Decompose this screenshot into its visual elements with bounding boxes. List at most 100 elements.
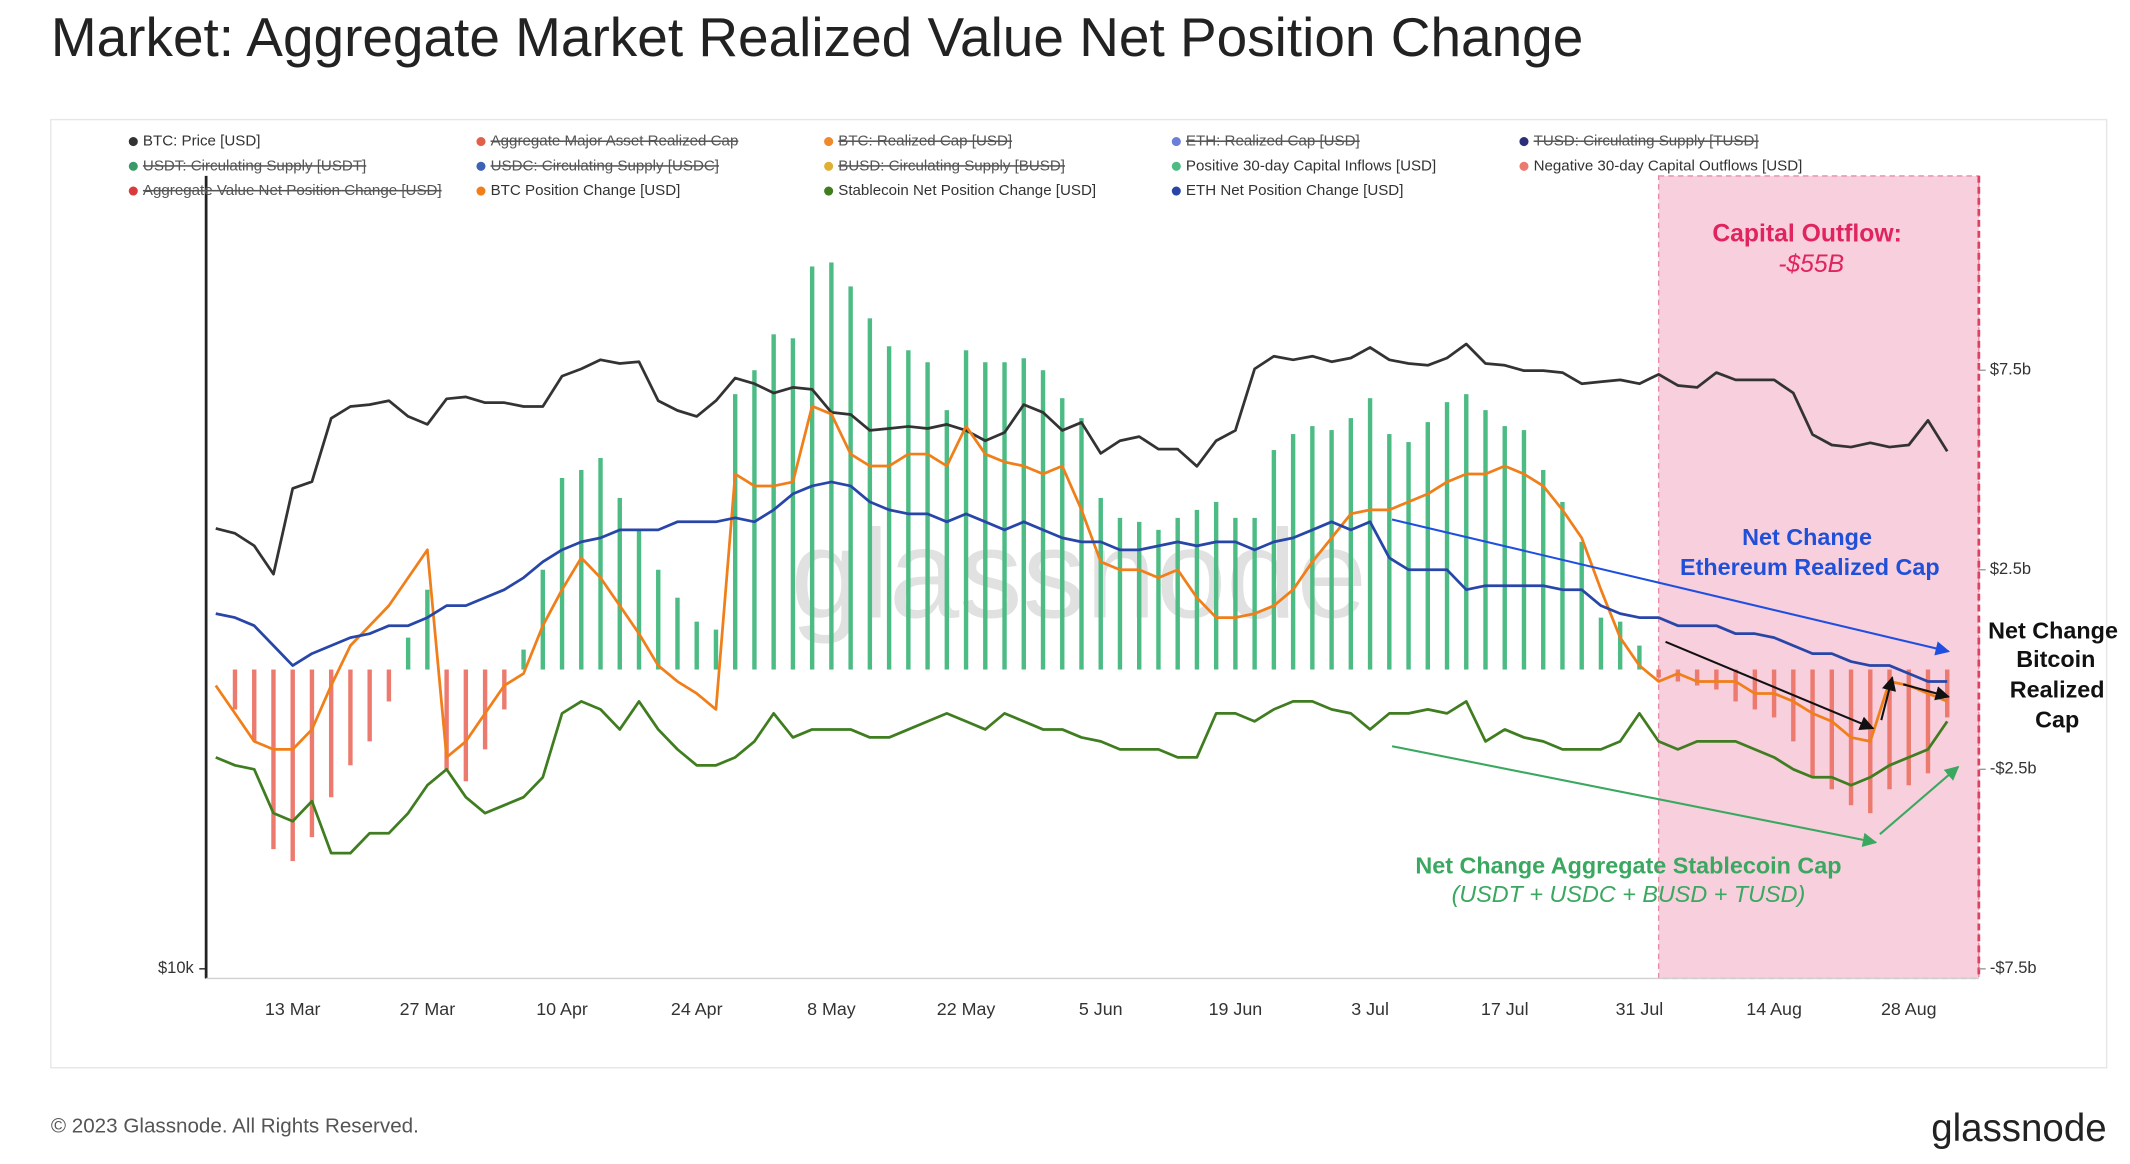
- bar: [1310, 426, 1315, 670]
- legend-label: ETH Net Position Change [USD]: [1186, 182, 1404, 199]
- bar: [290, 669, 295, 862]
- legend-label: BTC: Realized Cap [USD]: [838, 133, 1012, 150]
- bar: [1271, 450, 1277, 670]
- y-tick-label: $10k: [158, 959, 195, 977]
- marks: $10k $7.5b $2.5b -$2.5b -$7.5b 13 Mar 27 Mar 10…: [158, 262, 2037, 1019]
- bar: [1444, 402, 1450, 670]
- legend-label: BUSD: Circulating Supply [BUSD]: [838, 157, 1065, 174]
- arrow: [1880, 676, 1897, 721]
- bar: [963, 350, 969, 670]
- bar: [1810, 669, 1815, 778]
- legend-swatch: [824, 161, 834, 171]
- bar: [1137, 521, 1142, 670]
- bar: [1714, 669, 1719, 690]
- bar: [1656, 669, 1661, 678]
- bar: [1252, 517, 1257, 670]
- bar: [675, 597, 680, 670]
- bar: [1348, 418, 1354, 670]
- bar: [1060, 398, 1065, 670]
- bar: [790, 338, 796, 670]
- arrow: [1902, 683, 1950, 701]
- bar: [1887, 669, 1892, 790]
- x-tick-label: 10 Apr: [536, 999, 588, 1019]
- legend-swatch: [1519, 137, 1529, 147]
- bar: [271, 669, 276, 850]
- legend-swatch: [1171, 186, 1181, 196]
- bar: [752, 370, 757, 670]
- bar: [1098, 497, 1103, 670]
- annotation: Realized: [2010, 676, 2105, 702]
- bar: [482, 669, 488, 750]
- annotation: (USDT + USDC + BUSD + TUSD): [1452, 881, 1806, 907]
- bar: [1541, 469, 1546, 670]
- bar: [636, 529, 642, 670]
- bar: [1464, 394, 1469, 670]
- legend-label: Aggregate Major Asset Realized Cap: [491, 133, 739, 150]
- bar: [713, 629, 719, 670]
- bar: [1598, 617, 1604, 670]
- y2-tick-label: -$2.5b: [1990, 760, 2037, 778]
- arrow: [1391, 745, 1878, 847]
- bar: [1156, 529, 1161, 670]
- bar: [386, 669, 392, 702]
- legend-swatch: [476, 186, 486, 196]
- chart-frame: [50, 118, 2108, 1069]
- bar: [444, 669, 449, 770]
- bar: [598, 458, 603, 670]
- annotation: Net Change: [1742, 524, 1872, 550]
- y2-tick-label: $7.5b: [1990, 361, 2031, 379]
- bar: [309, 669, 315, 838]
- x-tick-label: 27 Mar: [400, 999, 456, 1019]
- annotation: Net Change: [1988, 617, 2118, 643]
- bar: [1925, 669, 1931, 774]
- bar: [1733, 669, 1738, 702]
- legend-swatch: [1519, 161, 1529, 171]
- bar: [502, 669, 507, 710]
- footer: © 2023 Glassnode. All Rights Reserved.: [51, 1114, 419, 1137]
- x-tick-label: 31 Jul: [1616, 999, 1664, 1019]
- bar: [886, 346, 892, 670]
- bar: [1194, 509, 1200, 670]
- bar: [694, 621, 699, 670]
- bar: [1752, 669, 1758, 710]
- legend-label: Stablecoin Net Position Change [USD]: [838, 182, 1096, 199]
- legend-swatch: [824, 137, 834, 147]
- bar: [1329, 430, 1334, 670]
- annotation: Net Change Aggregate Stablecoin Cap: [1415, 852, 1841, 878]
- annotation: -$55B: [1778, 251, 1844, 278]
- bar: [1387, 434, 1392, 670]
- bar: [732, 394, 738, 670]
- x-tick-label: 14 Aug: [1746, 999, 1802, 1019]
- bar: [1040, 370, 1046, 670]
- bar: [232, 669, 238, 710]
- x-tick-label: 17 Jul: [1481, 999, 1529, 1019]
- legend-label: TUSD: Circulating Supply [TUSD]: [1534, 133, 1759, 150]
- legend-label: USDC: Circulating Supply [USDC]: [491, 157, 719, 174]
- y2-tick-label: -$7.5b: [1990, 959, 2037, 977]
- bar: [1367, 398, 1373, 670]
- line: [215, 480, 1948, 683]
- annotation: Bitcoin: [2016, 646, 2095, 672]
- chart-title: Market: Aggregate Market Realized Value …: [51, 6, 1583, 68]
- bar: [348, 669, 353, 766]
- bar: [252, 669, 257, 742]
- x-tick-label: 13 Mar: [265, 999, 321, 1019]
- bar: [579, 469, 584, 670]
- legend-swatch: [476, 161, 486, 171]
- bar: [463, 669, 469, 782]
- x-tick-label: 3 Jul: [1351, 999, 1389, 1019]
- bar: [1617, 621, 1623, 670]
- bar: [1002, 362, 1007, 670]
- bar: [1175, 517, 1180, 670]
- arrow: [1391, 518, 1951, 656]
- x-tick-label: 28 Aug: [1881, 999, 1937, 1019]
- legend-label: BTC Position Change [USD]: [491, 182, 681, 199]
- legend: BTC: Price [USD] Aggregate Major Asset Re…: [128, 133, 1802, 199]
- legend-swatch: [128, 161, 138, 171]
- bar: [809, 266, 815, 670]
- x-tick-label: 8 May: [807, 999, 856, 1019]
- bar: [1906, 669, 1911, 786]
- bar: [1694, 669, 1700, 686]
